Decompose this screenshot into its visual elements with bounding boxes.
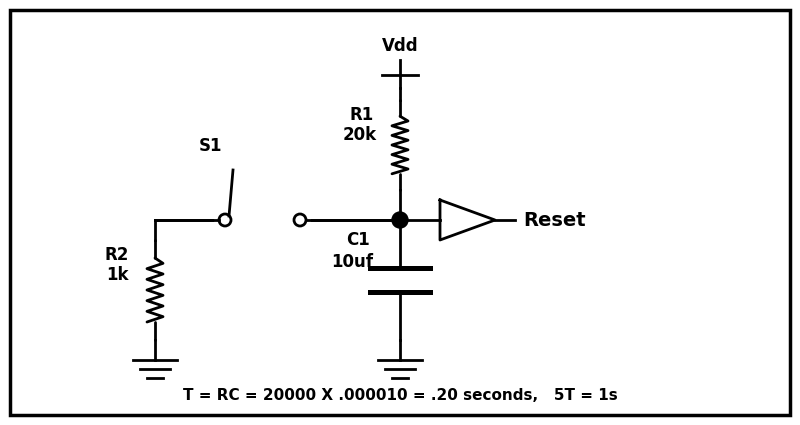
Text: 20k: 20k (343, 126, 377, 144)
Text: T = RC = 20000 X .000010 = .20 seconds,   5T = 1s: T = RC = 20000 X .000010 = .20 seconds, … (182, 388, 618, 402)
Text: R2: R2 (105, 246, 129, 264)
Text: C1: C1 (346, 231, 370, 249)
Text: Vdd: Vdd (382, 37, 418, 55)
Text: R1: R1 (350, 106, 374, 124)
Text: 10uf: 10uf (331, 253, 373, 271)
Text: 1k: 1k (106, 266, 128, 284)
Text: S1: S1 (198, 137, 222, 155)
Circle shape (392, 212, 408, 228)
Text: Reset: Reset (523, 210, 586, 230)
